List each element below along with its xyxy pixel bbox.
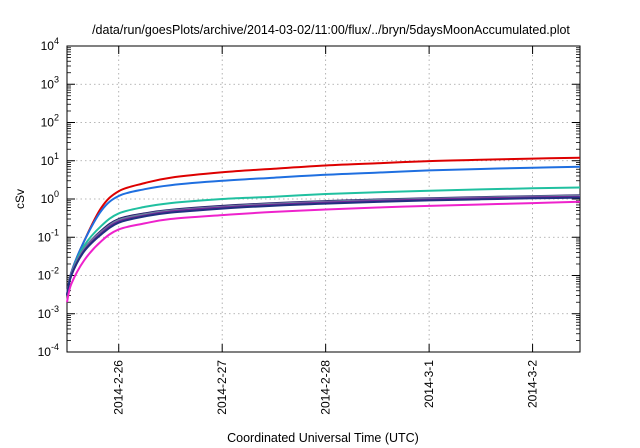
y-tick-label: 10-2 [38, 266, 59, 283]
x-tick-label: 2014-3-1 [422, 360, 436, 408]
y-tick-label: 10-4 [38, 342, 59, 359]
x-axis-label: Coordinated Universal Time (UTC) [227, 431, 419, 445]
y-tick-label: 101 [41, 151, 59, 168]
y-tick-label: 10-1 [38, 227, 59, 244]
y-tick-label: 104 [41, 36, 59, 53]
series-layer [66, 156, 581, 303]
x-tick-label: 2014-2-26 [112, 360, 126, 415]
x-tick-label: 2014-2-28 [319, 360, 333, 415]
y-tick-label: 100 [41, 189, 59, 206]
series-line [66, 196, 581, 296]
axis-ticks: 10-4 10-3 10-2 10-1 100 101 102 103 104 2014-2-26… [38, 36, 580, 415]
series-line [66, 156, 581, 296]
series-line [66, 195, 581, 296]
x-tick-label: 2014-2-27 [215, 360, 229, 415]
series-line [66, 186, 581, 296]
y-tick-label: 103 [41, 74, 59, 91]
y-tick-label: 10-3 [38, 304, 59, 321]
series-line [66, 165, 581, 296]
y-tick-label: 102 [41, 113, 59, 130]
x-tick-label: 2014-3-2 [526, 360, 540, 408]
series-line [66, 200, 581, 303]
chart-title: /data/run/goesPlots/archive/2014-03-02/1… [92, 23, 570, 37]
series-line [66, 194, 581, 296]
y-axis-label: cSv [13, 189, 27, 209]
